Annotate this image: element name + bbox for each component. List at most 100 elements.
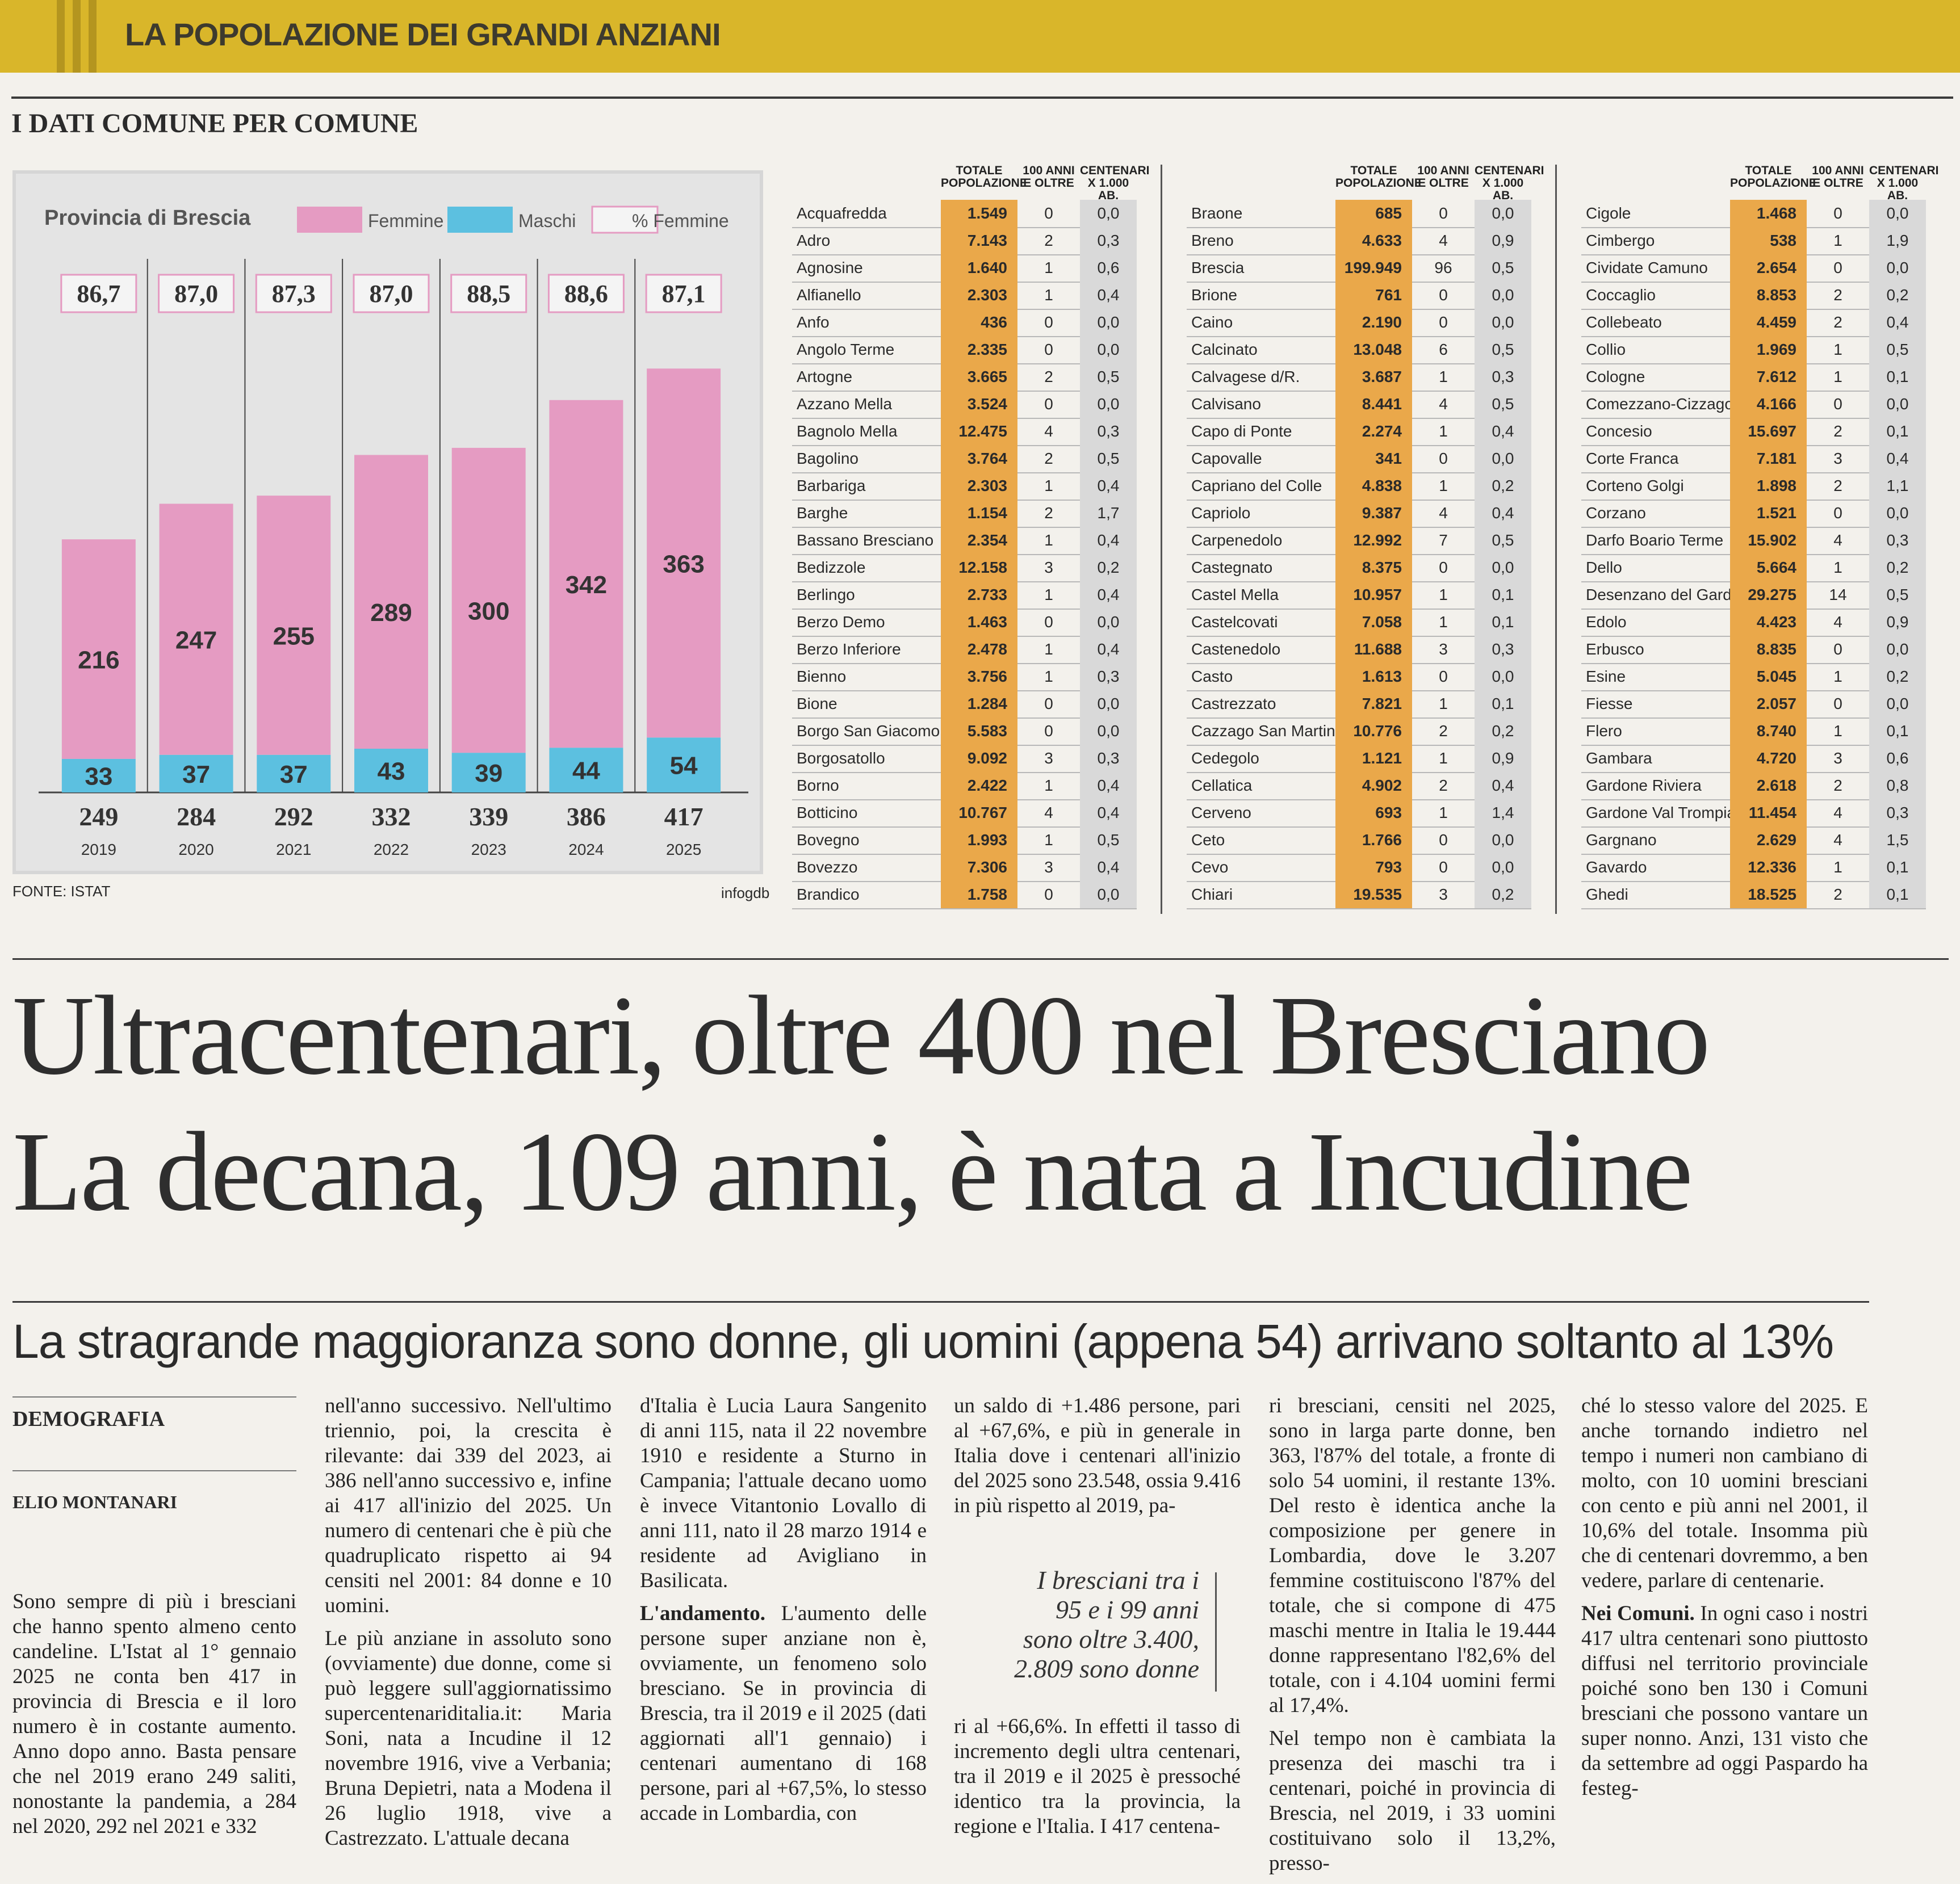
cell-name: Erbusco (1586, 640, 1644, 658)
cell-c100: 96 (1434, 259, 1452, 276)
cell-pop: 19.535 (1335, 881, 1412, 908)
author: ELIO MONTANARI (12, 1492, 178, 1512)
divider (12, 1301, 1869, 1303)
cell-pop: 1.969 (1730, 336, 1807, 363)
bar-maschi (647, 737, 721, 792)
cell-pop: 9.387 (1335, 500, 1412, 527)
bar-maschi (354, 749, 428, 792)
article-column-5: ri bresciani, censiti nel 2025, sono in … (1269, 1394, 1556, 1884)
cell-pop: 5.664 (1730, 554, 1807, 581)
cell-rate: 0,1 (1869, 881, 1926, 908)
cell-rate: 0,0 (1869, 690, 1926, 717)
cell-name: Bione (797, 695, 837, 712)
article-paragraph: L'andamento. L'aumento delle persone sup… (640, 1601, 927, 1826)
table-row: Castel Mella 10.957 1 0,1 (1187, 581, 1531, 610)
pct-box (158, 274, 235, 313)
table-row: Borno 2.422 1 0,4 (792, 772, 1137, 800)
table-row: Capriano del Colle 4.838 1 0,2 (1187, 472, 1531, 501)
table-row: Cellatica 4.902 2 0,4 (1187, 772, 1531, 800)
header-stripes (57, 0, 97, 73)
cell-name: Botticino (797, 804, 858, 821)
cell-name: Gargnano (1586, 831, 1657, 849)
cell-name: Capovalle (1191, 450, 1262, 467)
column-header-c100: 100 ANNI E OLTRE (1812, 164, 1864, 190)
cell-name: Berzo Demo (797, 613, 885, 631)
cell-name: Corte Franca (1586, 450, 1679, 467)
cell-c100: 2 (1044, 368, 1053, 385)
headline-line2: La decana, 109 anni, è nata a Incudine (12, 1109, 1693, 1235)
article-paragraph: Le più anziane in assoluto sono (ovviame… (325, 1627, 612, 1850)
cell-rate: 0,4 (1080, 772, 1137, 799)
cell-pop: 1.640 (941, 254, 1017, 282)
cell-c100: 0 (1439, 668, 1448, 685)
cell-name: Cellatica (1191, 777, 1253, 794)
table-row: Concesio 15.697 2 0,1 (1581, 418, 1926, 446)
total-label: 284 (177, 802, 216, 831)
pct-box (645, 274, 722, 313)
headline-line1: Ultracentenari, oltre 400 nel Bresciano (12, 973, 1710, 1098)
bar-maschi (451, 753, 526, 792)
cell-c100: 0 (1044, 695, 1053, 712)
article-paragraph: Nel tempo non è cambiata la presenza dei… (1269, 1727, 1556, 1875)
cell-name: Bagnolo Mella (797, 422, 898, 440)
cell-pop: 2.057 (1730, 690, 1807, 717)
cell-pop: 7.306 (941, 854, 1017, 881)
cell-name: Chiari (1191, 886, 1233, 903)
cell-rate: 0,9 (1869, 609, 1926, 636)
table-row: Bienno 3.756 1 0,3 (792, 663, 1137, 691)
article-column-2: nell'anno successivo. Nell'ultimo trienn… (325, 1394, 612, 1859)
cell-name: Borgo San Giacomo (797, 722, 940, 740)
cell-rate: 0,0 (1080, 336, 1137, 363)
cell-c100: 1 (1833, 722, 1842, 740)
table-row: Acquafredda 1.549 0 0,0 (792, 200, 1137, 228)
cell-name: Calvisano (1191, 395, 1261, 413)
table-row: Borgosatollo 9.092 3 0,3 (792, 745, 1137, 773)
subhead-nei-comuni: Nei Comuni. (1581, 1602, 1695, 1625)
cell-name: Ghedi (1586, 886, 1628, 903)
cell-name: Castegnato (1191, 559, 1273, 576)
cell-c100: 2 (1833, 422, 1842, 440)
table-row: Calcinato 13.048 6 0,5 (1187, 336, 1531, 364)
cell-c100: 2 (1044, 232, 1053, 249)
pct-femmine-label: 88,6 (564, 280, 608, 308)
cell-rate: 0,1 (1475, 609, 1531, 636)
table-row: Gargnano 2.629 4 1,5 (1581, 826, 1926, 855)
cell-rate: 0,0 (1475, 663, 1531, 690)
year-tick-label: 2022 (374, 841, 409, 858)
table-row: Cevo 793 0 0,0 (1187, 854, 1531, 882)
value-label-femmine: 289 (370, 599, 412, 627)
cell-name: Capo di Ponte (1191, 422, 1292, 440)
cell-rate: 0,4 (1080, 581, 1137, 609)
cell-pop: 2.629 (1730, 826, 1807, 854)
cell-pop: 1.993 (941, 826, 1017, 854)
cell-c100: 0 (1044, 886, 1053, 903)
bar-maschi (159, 754, 233, 792)
cell-pop: 7.821 (1335, 690, 1412, 717)
cell-name: Collebeato (1586, 313, 1662, 331)
table-row: Casto 1.613 0 0,0 (1187, 663, 1531, 691)
cell-rate: 0,3 (1080, 745, 1137, 772)
column-header-pop: TOTALE POPOLAZIONE (1335, 164, 1422, 190)
cell-rate: 0,0 (1080, 200, 1137, 227)
cell-c100: 0 (1833, 640, 1842, 658)
cell-c100: 2 (1833, 313, 1842, 331)
cell-rate: 0,3 (1869, 527, 1926, 554)
cell-pop: 2.478 (941, 636, 1017, 663)
pct-box (60, 274, 137, 313)
cell-c100: 0 (1439, 559, 1448, 576)
cell-name: Alfianello (797, 286, 861, 304)
cell-c100: 4 (1439, 504, 1448, 522)
cell-pop: 7.612 (1730, 363, 1807, 391)
value-label-femmine: 247 (175, 627, 217, 654)
cell-pop: 685 (1335, 200, 1412, 227)
cell-pop: 1.758 (941, 881, 1017, 908)
cell-c100: 0 (1833, 259, 1842, 276)
cell-c100: 3 (1044, 749, 1053, 767)
cell-pop: 10.767 (941, 799, 1017, 826)
table-row: Flero 8.740 1 0,1 (1581, 717, 1926, 746)
cell-c100: 0 (1439, 831, 1448, 849)
cell-name: Carpenedolo (1191, 531, 1283, 549)
cell-rate: 0,0 (1475, 200, 1531, 227)
cell-rate: 0,0 (1869, 391, 1926, 418)
cell-pop: 7.058 (1335, 609, 1412, 636)
